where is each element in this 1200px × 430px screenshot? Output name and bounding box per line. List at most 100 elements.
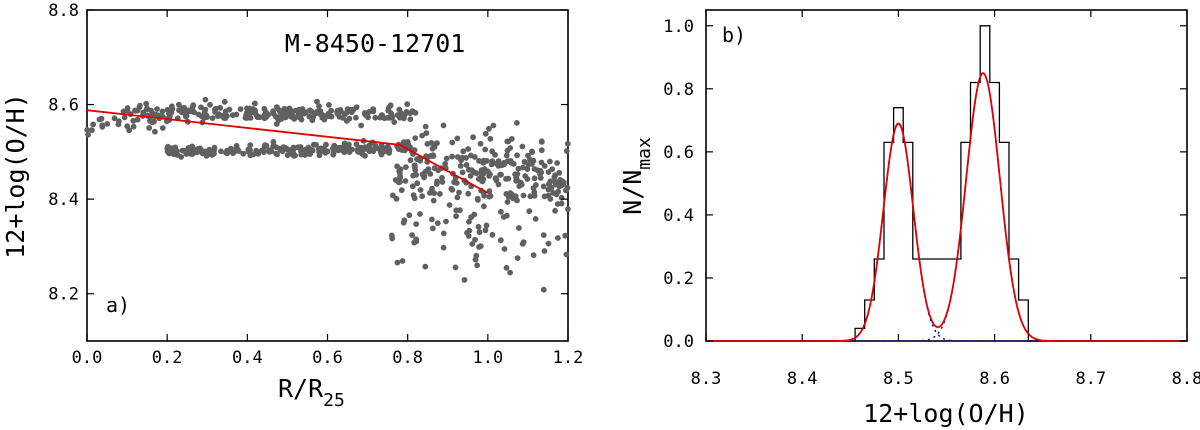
scatter-point bbox=[423, 130, 430, 137]
scatter-point bbox=[513, 174, 520, 181]
scatter-point bbox=[476, 158, 482, 164]
scatter-point bbox=[507, 269, 513, 276]
scatter-point bbox=[495, 181, 502, 188]
scatter-point bbox=[431, 141, 438, 148]
scatter-point bbox=[340, 115, 346, 121]
panel-a-x-tick-label: 0.2 bbox=[152, 348, 183, 368]
scatter-point bbox=[514, 120, 520, 126]
scatter-point bbox=[354, 147, 361, 154]
scatter-point bbox=[399, 258, 406, 264]
scatter-point bbox=[497, 237, 504, 244]
panel-b-x-tick-label: 8.7 bbox=[1075, 369, 1106, 389]
scatter-point bbox=[152, 128, 158, 135]
scatter-point bbox=[183, 113, 189, 120]
scatter-point bbox=[292, 107, 299, 114]
panel-b-x-ticks: 8.3 8.4 8.5 8.6 8.7 8.8 bbox=[691, 10, 1200, 389]
scatter-point bbox=[398, 187, 405, 194]
scatter-point bbox=[483, 222, 490, 229]
scatter-point bbox=[456, 189, 462, 196]
scatter-point bbox=[394, 259, 401, 266]
scatter-point bbox=[206, 146, 213, 153]
scatter-point bbox=[475, 223, 482, 230]
scatter-point bbox=[366, 142, 373, 149]
scatter-point bbox=[493, 160, 500, 167]
scatter-point bbox=[443, 155, 450, 162]
scatter-point bbox=[482, 227, 489, 234]
scatter-point bbox=[386, 104, 392, 111]
scatter-point bbox=[198, 104, 204, 111]
scatter-point bbox=[287, 107, 294, 114]
scatter-point bbox=[410, 192, 417, 199]
scatter-point bbox=[99, 123, 106, 130]
scatter-point bbox=[414, 180, 421, 187]
scatter-point bbox=[481, 203, 487, 210]
scatter-point bbox=[510, 195, 516, 202]
scatter-point bbox=[397, 111, 403, 118]
scatter-point bbox=[401, 217, 408, 224]
scatter-point bbox=[552, 179, 559, 185]
scatter-point bbox=[501, 246, 508, 252]
scatter-point bbox=[498, 208, 504, 215]
scatter-point bbox=[89, 127, 95, 133]
scatter-point bbox=[486, 125, 492, 132]
scatter-point bbox=[541, 193, 548, 200]
scatter-point bbox=[263, 142, 270, 149]
scatter-point bbox=[224, 150, 231, 157]
scatter-point bbox=[233, 142, 240, 149]
scatter-point bbox=[96, 116, 103, 123]
scatter-point bbox=[90, 121, 97, 128]
scatter-point bbox=[465, 190, 472, 197]
scatter-point bbox=[469, 167, 475, 174]
panel-b-ylabel-main: N/N bbox=[618, 170, 647, 215]
scatter-point bbox=[429, 216, 435, 223]
scatter-point bbox=[397, 166, 404, 173]
scatter-point bbox=[387, 114, 394, 121]
scatter-point bbox=[274, 115, 281, 121]
scatter-point bbox=[545, 186, 552, 193]
scatter-point bbox=[540, 232, 547, 239]
scatter-point bbox=[482, 130, 489, 137]
scatter-point bbox=[330, 149, 337, 156]
scatter-point bbox=[378, 142, 385, 149]
scatter-point bbox=[130, 123, 137, 130]
scatter-point bbox=[362, 111, 368, 118]
scatter-point bbox=[463, 155, 469, 161]
scatter-point bbox=[547, 158, 553, 165]
scatter-point bbox=[341, 149, 348, 156]
scatter-point bbox=[412, 135, 419, 142]
scatter-point bbox=[477, 140, 484, 147]
scatter-point bbox=[413, 221, 420, 228]
scatter-point bbox=[468, 152, 474, 159]
panel-b-label: b) bbox=[722, 23, 746, 47]
scatter-point bbox=[437, 191, 443, 197]
scatter-point bbox=[465, 233, 472, 239]
panel-b-ylabel-sub: max bbox=[634, 137, 655, 170]
scatter-point bbox=[270, 139, 277, 145]
scatter-point bbox=[547, 178, 554, 185]
scatter-point bbox=[137, 102, 143, 109]
scatter-point bbox=[433, 181, 440, 187]
scatter-point bbox=[322, 149, 329, 156]
scatter-point bbox=[326, 102, 332, 108]
panel-b-x-tick-label: 8.5 bbox=[883, 369, 914, 389]
scatter-point bbox=[417, 157, 424, 164]
scatter-point bbox=[397, 173, 403, 180]
scatter-point bbox=[134, 116, 141, 123]
scatter-point bbox=[514, 152, 520, 159]
scatter-point bbox=[503, 264, 510, 271]
panel-b-total-fit bbox=[706, 72, 1187, 342]
scatter-point bbox=[308, 108, 315, 115]
scatter-point bbox=[268, 148, 275, 155]
scatter-point bbox=[370, 106, 377, 112]
scatter-point bbox=[346, 115, 353, 122]
scatter-point bbox=[404, 139, 411, 145]
scatter-point bbox=[552, 207, 558, 214]
scatter-point bbox=[313, 141, 319, 148]
scatter-point bbox=[244, 115, 250, 121]
scatter-point bbox=[449, 153, 455, 160]
scatter-point bbox=[472, 236, 478, 243]
scatter-point bbox=[211, 147, 217, 154]
scatter-point bbox=[126, 127, 132, 134]
panel-a-title: M-8450-12701 bbox=[285, 29, 466, 58]
